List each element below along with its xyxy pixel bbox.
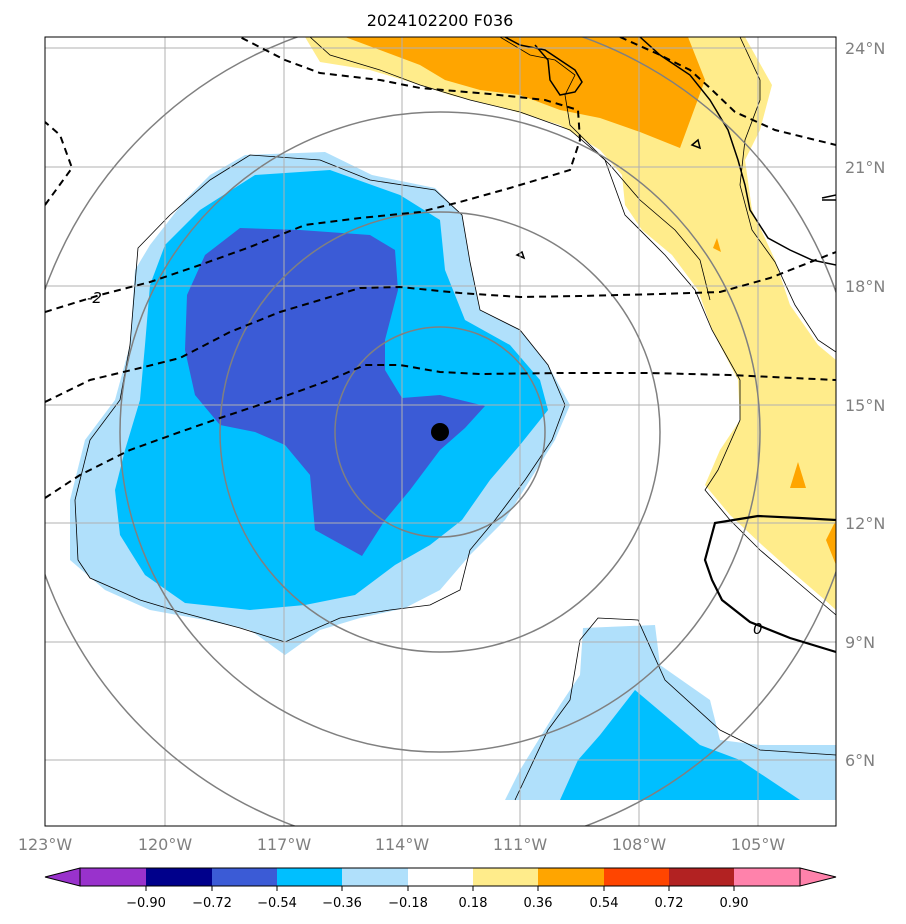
colorbar-tick-label: −0.54 [257, 896, 297, 911]
anomaly-region-orange [345, 37, 705, 148]
contour-label-minus2: -2 [87, 289, 102, 307]
colorbar-tick-label: 0.90 [720, 896, 749, 911]
lat-label: 6°N [845, 751, 875, 770]
colorbar-segment [146, 868, 212, 886]
colorbar-segment [473, 868, 538, 886]
colorbar-extend-min [44, 867, 81, 887]
dashed-contour-4 [45, 121, 74, 206]
colorbar-segment [408, 868, 473, 886]
lon-label: 117°W [257, 835, 312, 854]
contour-label-zero: 0 [753, 620, 763, 638]
lat-label: 21°N [845, 158, 885, 177]
solid-contour-zero [703, 514, 836, 654]
colorbar-ticks [145, 886, 735, 891]
outline-coast-mainland [739, 37, 836, 353]
anomaly-spot-orange-1 [790, 462, 806, 488]
map-area: -2 0 [45, 37, 836, 826]
lon-label: 114°W [375, 835, 430, 854]
outline-coast-baja [309, 37, 836, 616]
lat-label: 12°N [845, 514, 885, 533]
anomaly-region-yellow [305, 37, 836, 610]
range-ring-1 [334, 326, 546, 538]
lon-label: 105°W [731, 835, 786, 854]
longitude-labels: 123°W 120°W 117°W 114°W 111°W 108°W 105°… [18, 835, 786, 854]
colorbar-tick-label: 0.54 [590, 896, 619, 911]
map-frame [44, 36, 837, 827]
land-outlines [74, 37, 836, 801]
outline-south [514, 617, 836, 801]
dashed-contour-2 [45, 251, 836, 403]
range-rings [45, 37, 836, 826]
colorbar-segment [734, 868, 800, 886]
colorbar-segment [80, 868, 146, 886]
colorbar-tick-label: −0.18 [388, 896, 428, 911]
colorbar-segment [604, 868, 669, 886]
figure-title: 2024102200 F036 [367, 11, 514, 30]
colorbar-segment [538, 868, 604, 886]
latitude-labels: 24°N 21°N 18°N 15°N 12°N 9°N 6°N [845, 39, 885, 770]
colorbar-tick-label: 0.36 [524, 896, 553, 911]
colorbar-tick-label: −0.36 [322, 896, 362, 911]
colorbar-segment [669, 868, 734, 886]
colorbar-extend-max [799, 867, 837, 887]
colorbar-tick-label: −0.90 [126, 896, 166, 911]
colorbar-segment [342, 868, 408, 886]
anomaly-region-dark-blue [185, 228, 485, 556]
dashed-contour-3 [45, 37, 582, 313]
dashed-contour-5 [619, 37, 836, 146]
lon-label: 111°W [493, 835, 548, 854]
colorbar-frame [79, 867, 801, 887]
lat-label: 9°N [845, 633, 875, 652]
colorbar-tick-label: 0.72 [655, 896, 684, 911]
anomaly-spot-orange-2 [713, 238, 721, 252]
lat-label: 18°N [845, 277, 885, 296]
lon-label: 120°W [138, 835, 193, 854]
range-ring-3 [119, 111, 761, 753]
lat-label: 24°N [845, 39, 885, 58]
range-ring-2 [219, 211, 661, 653]
dashed-contour-1 [45, 364, 836, 499]
colorbar-segment [277, 868, 342, 886]
dashed-contours [45, 37, 836, 499]
colorbar-tick-label: −0.72 [192, 896, 232, 911]
colorbar-segment [212, 868, 277, 886]
lon-label: 108°W [612, 835, 667, 854]
lat-label: 15°N [845, 396, 885, 415]
colorbar-tick-label: 0.18 [459, 896, 488, 911]
outline-main [74, 154, 566, 643]
storm-center-marker [431, 423, 449, 441]
lon-label: 123°W [18, 835, 73, 854]
anomaly-region-south-medium-blue [560, 690, 800, 800]
colorbar: −0.90 −0.72 −0.54 −0.36 −0.18 0.18 0.36 … [44, 867, 837, 911]
anomaly-spot-orange-3 [826, 520, 836, 565]
